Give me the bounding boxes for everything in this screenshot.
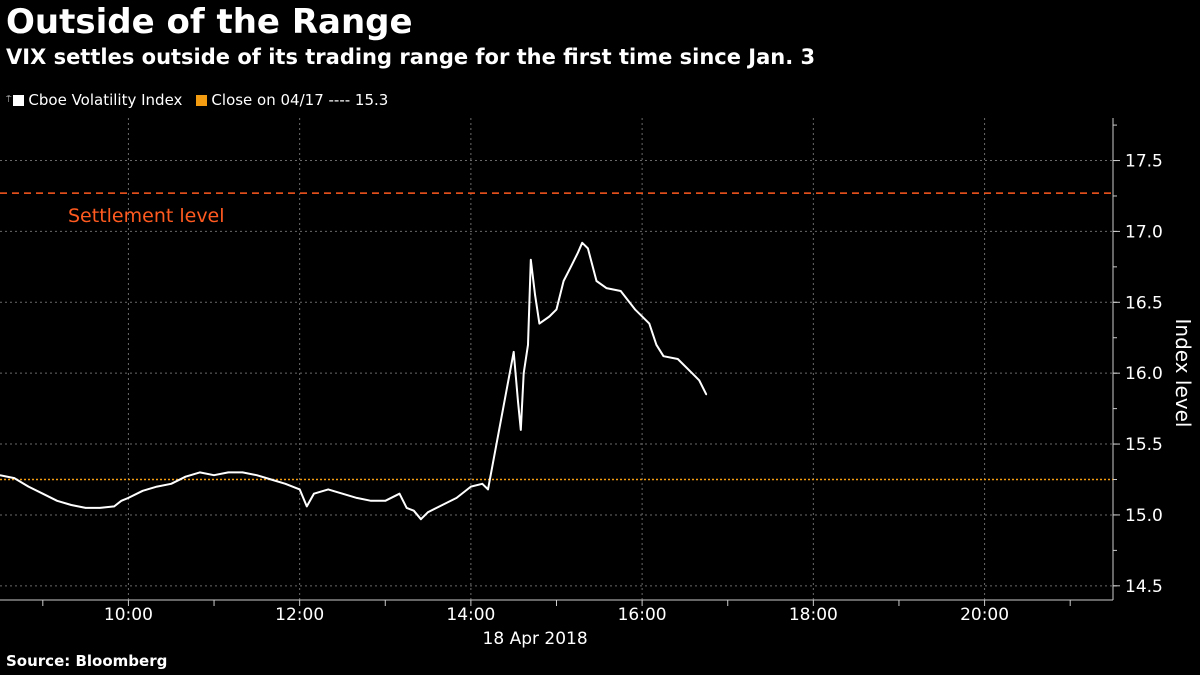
data-point	[634, 308, 636, 311]
data-point	[99, 507, 101, 509]
data-point	[441, 504, 444, 506]
data-point	[530, 258, 532, 261]
data-point	[313, 492, 315, 495]
data-point	[384, 499, 387, 502]
x-tick-label: 10:00	[104, 605, 153, 625]
data-point	[420, 518, 422, 520]
data-point	[113, 505, 115, 508]
data-point	[413, 509, 415, 512]
data-point	[455, 497, 458, 499]
y-tick-label: 17.5	[1125, 152, 1163, 172]
data-point	[341, 492, 344, 495]
legend: ⍑ Cboe Volatility Index Close on 04/17 -…	[6, 91, 402, 109]
data-point	[487, 488, 489, 491]
data-point	[305, 505, 308, 508]
data-point	[569, 266, 572, 268]
data-point	[184, 475, 187, 478]
data-point	[327, 488, 329, 491]
y-tick-label: 15.0	[1125, 506, 1163, 526]
data-point	[156, 485, 158, 488]
data-point	[517, 400, 519, 403]
data-point	[141, 490, 144, 492]
legend-item-close: Close on 04/17 ---- 15.3	[196, 91, 388, 109]
x-tick-label: 12:00	[275, 605, 324, 625]
pin-icon: ⍑	[6, 95, 12, 105]
data-point	[691, 372, 693, 374]
data-point	[241, 471, 244, 474]
data-point	[662, 355, 665, 357]
reference-line-label: Settlement level	[68, 205, 225, 227]
data-point	[587, 247, 589, 250]
data-point	[648, 322, 651, 325]
data-point	[370, 499, 372, 502]
data-point	[705, 393, 708, 396]
data-point	[120, 499, 123, 502]
data-point	[70, 504, 73, 506]
data-point	[595, 280, 598, 282]
data-point	[562, 280, 565, 282]
x-tick-label: 20:00	[960, 605, 1009, 625]
data-point	[42, 492, 44, 495]
data-point	[527, 344, 529, 346]
data-point	[27, 485, 30, 488]
data-point	[56, 499, 58, 502]
y-tick-label: 17.0	[1125, 222, 1163, 242]
data-point	[520, 429, 522, 431]
data-point	[398, 492, 401, 495]
data-point	[698, 379, 700, 382]
data-point	[481, 482, 484, 485]
data-point	[555, 308, 558, 311]
data-point	[619, 290, 622, 292]
data-point	[512, 351, 515, 353]
data-point	[655, 344, 658, 346]
data-point	[298, 488, 301, 491]
chart-title: Outside of the Range	[6, 2, 413, 42]
x-tick-label: 16:00	[618, 605, 667, 625]
chart-subtitle: VIX settles outside of its trading range…	[6, 45, 816, 69]
data-point	[538, 322, 541, 325]
data-point	[522, 372, 525, 374]
data-point	[427, 511, 429, 513]
legend-item-vix: ⍑ Cboe Volatility Index	[6, 91, 182, 109]
data-point	[227, 471, 230, 474]
legend-swatch-vix	[13, 94, 25, 106]
legend-label-vix: Cboe Volatility Index	[28, 91, 183, 109]
y-tick-label: 15.5	[1125, 435, 1163, 455]
data-point	[198, 471, 201, 474]
data-point	[84, 507, 87, 509]
data-point	[284, 482, 287, 485]
data-point	[355, 497, 358, 499]
data-point	[676, 358, 679, 360]
data-point	[470, 485, 472, 488]
data-point	[605, 287, 608, 289]
legend-label-close: Close on 04/17 ---- 15.3	[211, 91, 389, 109]
data-point	[256, 474, 258, 477]
x-axis-label: 18 Apr 2018	[483, 629, 588, 649]
x-tick-label: 18:00	[789, 605, 838, 625]
data-point	[548, 315, 551, 318]
y-tick-label: 14.5	[1125, 577, 1163, 597]
data-point	[0, 474, 1, 477]
source-note: Source: Bloomberg	[6, 652, 168, 670]
data-point	[170, 482, 173, 485]
data-point	[534, 294, 536, 297]
series-line	[0, 241, 708, 521]
data-point	[270, 478, 272, 481]
data-point	[405, 507, 408, 509]
data-point	[13, 477, 16, 479]
y-tick-label: 16.0	[1125, 364, 1163, 384]
data-point	[581, 241, 583, 244]
x-tick-label: 14:00	[446, 605, 495, 625]
data-point	[577, 251, 579, 254]
y-tick-label: 16.5	[1125, 293, 1163, 313]
y-axis-label: Index level	[1171, 319, 1195, 428]
data-point	[127, 497, 130, 499]
data-point	[213, 474, 215, 477]
legend-swatch-close	[196, 94, 208, 106]
